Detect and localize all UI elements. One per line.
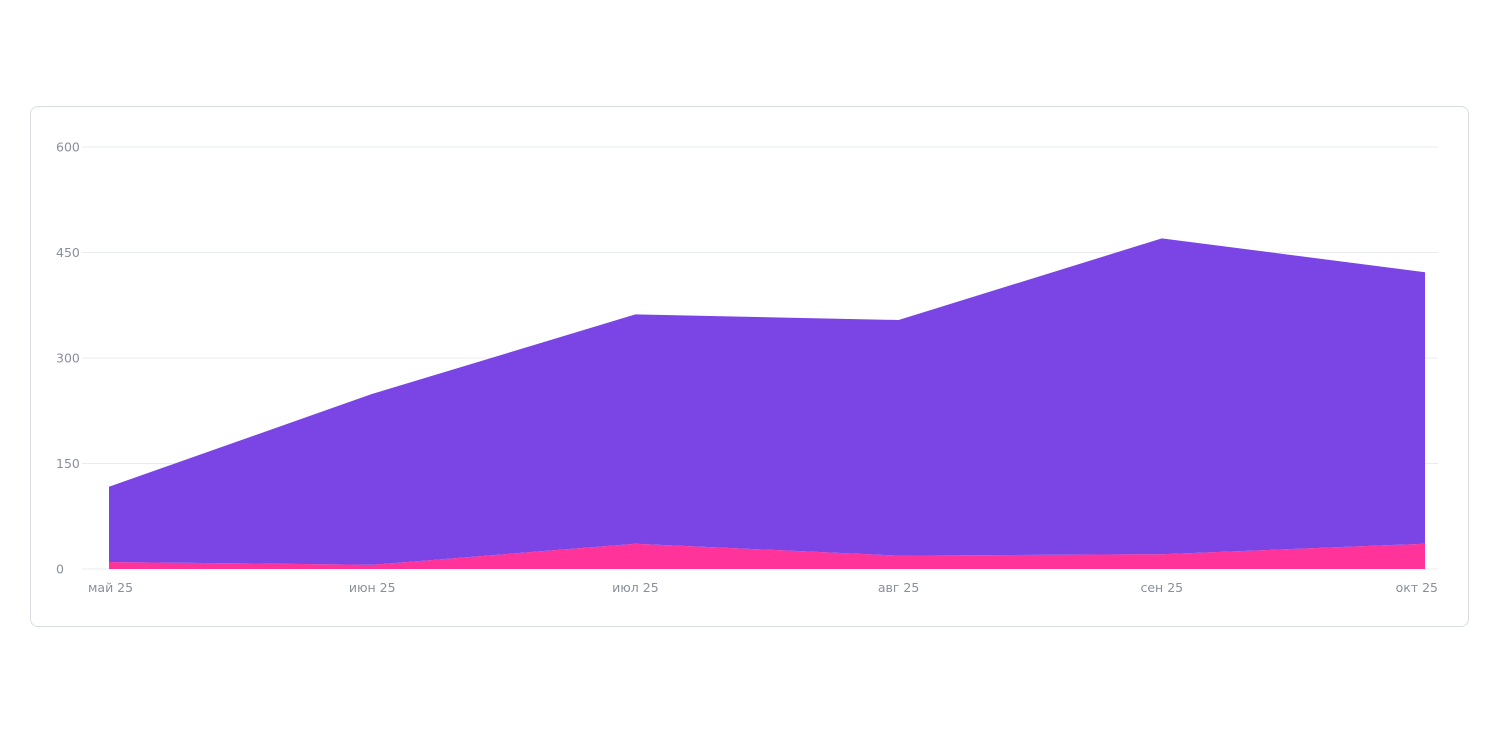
x-tick-label: окт 25 <box>1396 580 1438 595</box>
y-tick-label: 300 <box>56 351 80 366</box>
series-area-2 <box>109 238 1425 565</box>
x-tick-label: июл 25 <box>612 580 659 595</box>
y-tick-label: 600 <box>56 140 80 155</box>
series-area-1 <box>109 543 1425 569</box>
x-axis-ticks: май 25 июн 25 июл 25 авг 25 сен 25 окт 25 <box>88 580 1438 595</box>
x-tick-label: июн 25 <box>349 580 396 595</box>
series-areas <box>109 238 1425 569</box>
x-tick-label: авг 25 <box>878 580 919 595</box>
y-tick-label: 150 <box>56 456 80 471</box>
y-tick-label: 0 <box>56 562 64 577</box>
y-tick-label: 450 <box>56 245 80 260</box>
x-tick-label: сен 25 <box>1140 580 1183 595</box>
x-tick-label: май 25 <box>88 580 133 595</box>
y-axis-ticks: 0 150 300 450 600 <box>56 140 80 577</box>
